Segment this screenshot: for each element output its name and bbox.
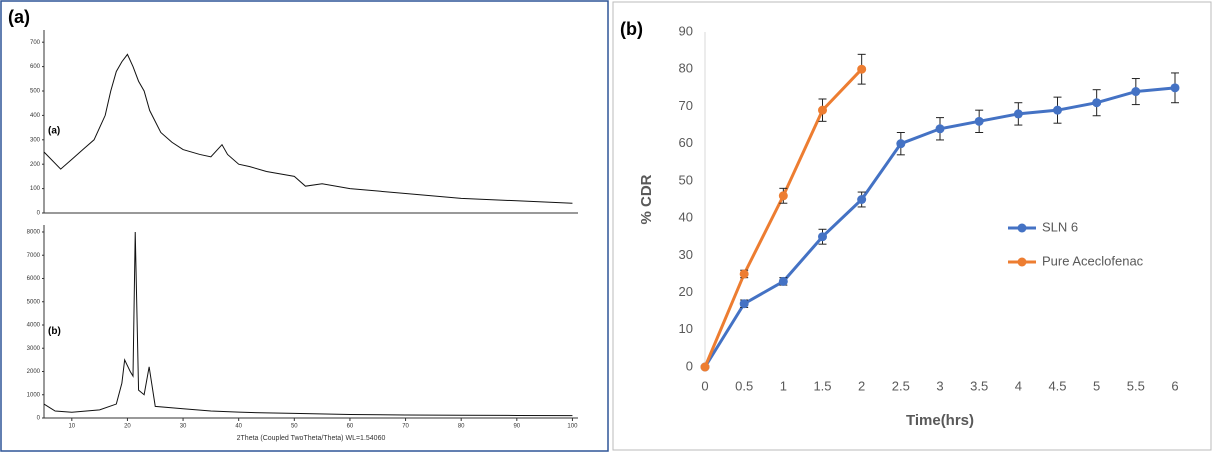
data-point	[1092, 98, 1102, 108]
data-point	[1170, 83, 1180, 93]
panel-a-frame	[0, 0, 609, 452]
y-tick-label: 400	[30, 113, 41, 119]
x-tick-label: 90	[513, 424, 520, 430]
data-point	[1131, 87, 1141, 97]
y-tick-label: 500	[30, 89, 41, 95]
x-tick-label: 2.5	[892, 378, 910, 393]
panel-label: (b)	[620, 19, 643, 39]
x-tick-label: 3	[936, 378, 943, 393]
data-point	[778, 276, 788, 286]
data-point	[818, 105, 827, 115]
panel-b-frame	[612, 1, 1212, 451]
y-tick-label: 0	[686, 358, 693, 373]
y-tick-label: 90	[679, 23, 693, 38]
x-tick-label: 60	[347, 424, 354, 430]
y-tick-label: 50	[679, 172, 693, 187]
data-point	[778, 191, 788, 201]
data-point	[1013, 109, 1023, 119]
x-tick-label: 5.5	[1127, 378, 1145, 393]
data-point	[739, 299, 749, 309]
y-tick-label: 7000	[27, 253, 41, 259]
y-tick-label: 10	[679, 321, 693, 336]
legend-marker	[1017, 223, 1027, 233]
x-tick-label: 10	[68, 424, 75, 430]
y-tick-label: 100	[30, 186, 41, 192]
y-tick-label: 6000	[27, 276, 41, 282]
data-point	[857, 195, 867, 204]
y-tick-label: 300	[30, 137, 41, 143]
x-tick-label: 40	[235, 424, 242, 430]
y-tick-label: 3000	[27, 346, 41, 352]
x-tick-label: 3.5	[970, 378, 988, 393]
y-tick-label: 0	[37, 211, 41, 217]
legend-label: Pure Aceclofenac	[1042, 253, 1144, 268]
data-point	[739, 269, 749, 279]
x-tick-label: 50	[291, 424, 298, 430]
y-tick-label: 200	[30, 162, 41, 168]
x-tick-label: 4	[1015, 378, 1022, 393]
y-tick-label: 8000	[27, 230, 41, 236]
y-tick-label: 40	[679, 210, 693, 225]
y-tick-label: 600	[30, 64, 41, 70]
data-point	[818, 232, 827, 242]
x-tick-label: 2	[858, 378, 865, 393]
x-tick-label: 1.5	[813, 378, 831, 393]
x-tick-label: 1	[780, 378, 787, 393]
data-point	[896, 139, 906, 149]
y-tick-label: 0	[37, 416, 41, 422]
subplot-label: (b)	[48, 326, 61, 337]
y-tick-label: 5000	[27, 299, 41, 305]
x-tick-label: 80	[458, 424, 465, 430]
data-point	[974, 116, 984, 126]
y-axis-label: % CDR	[638, 174, 655, 224]
y-tick-label: 4000	[27, 323, 41, 329]
y-tick-label: 20	[679, 284, 693, 299]
x-tick-label: 6	[1171, 378, 1178, 393]
x-tick-label: 100	[567, 424, 578, 430]
data-point	[700, 362, 710, 372]
legend-label: SLN 6	[1042, 219, 1078, 234]
x-axis-label: Time(hrs)	[906, 412, 974, 429]
y-tick-label: 80	[679, 61, 693, 76]
y-tick-label: 60	[679, 135, 693, 150]
y-tick-label: 1000	[27, 392, 41, 398]
x-tick-label: 0	[701, 378, 708, 393]
data-line	[703, 68, 863, 368]
x-tick-label: 0.5	[735, 378, 753, 393]
data-point	[1053, 105, 1062, 115]
legend-marker	[1017, 257, 1027, 267]
data-point	[857, 64, 867, 74]
panel-label: (a)	[8, 7, 30, 27]
y-tick-label: 30	[679, 247, 693, 262]
x-tick-label: 20	[124, 424, 131, 430]
data-point	[935, 124, 945, 134]
data-line	[43, 53, 573, 204]
y-tick-label: 70	[679, 98, 693, 113]
y-tick-label: 700	[30, 40, 41, 46]
y-tick-label: 2000	[27, 369, 41, 375]
x-tick-label: 30	[180, 424, 187, 430]
x-tick-label: 70	[402, 424, 409, 430]
data-line	[43, 231, 573, 417]
x-tick-label: 5	[1093, 378, 1100, 393]
x-tick-label: 4.5	[1048, 378, 1066, 393]
x-axis-label: 2Theta (Coupled TwoTheta/Theta) WL=1.540…	[237, 435, 386, 442]
subplot-label: (a)	[48, 125, 60, 136]
